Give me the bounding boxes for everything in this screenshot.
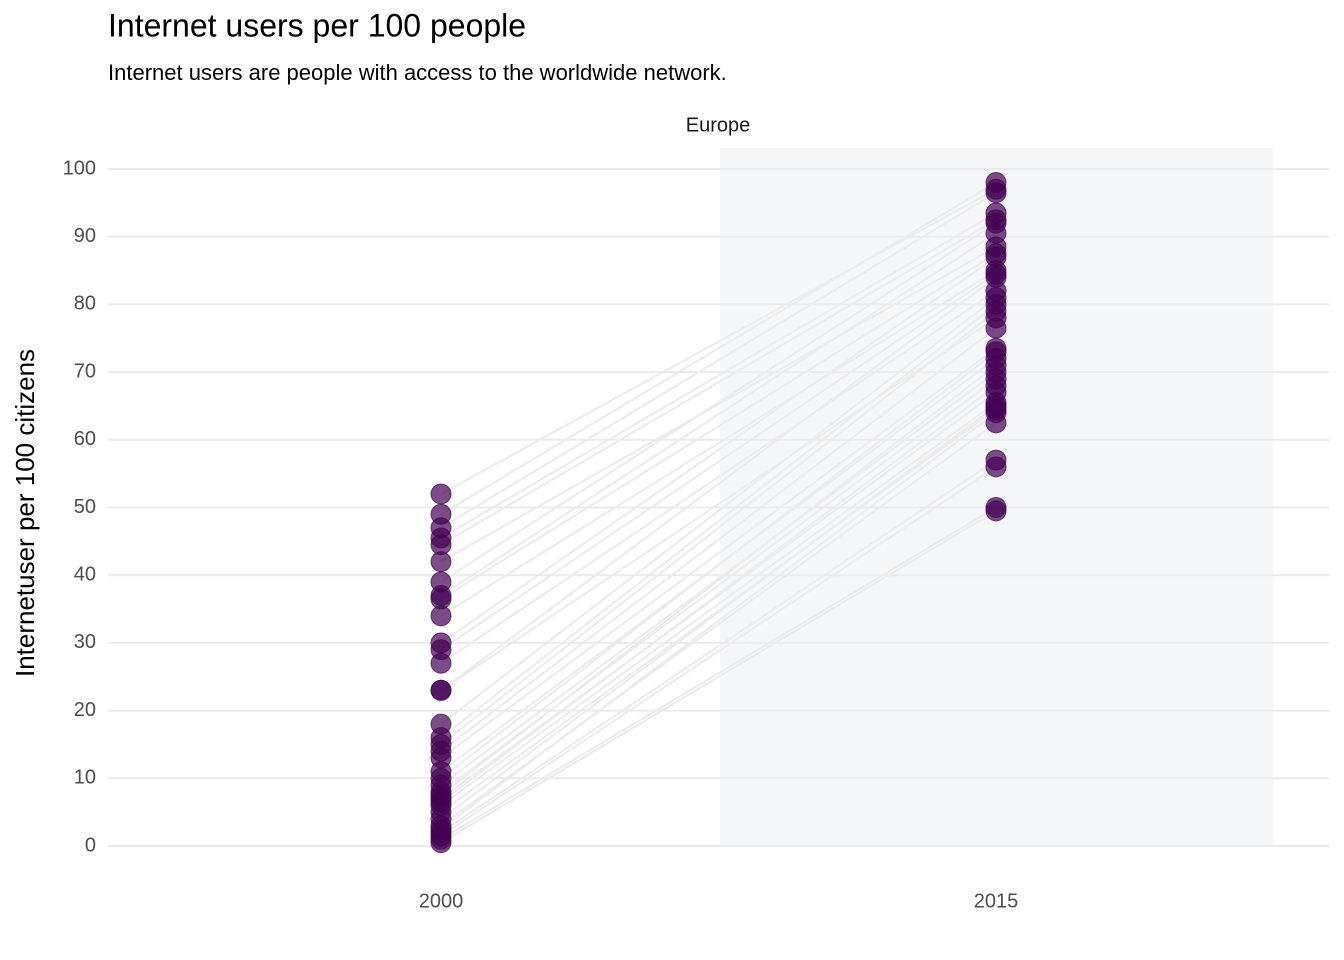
point: [985, 222, 1007, 244]
y-tick-label: 0: [85, 834, 96, 856]
facet-label: Europe: [686, 114, 751, 136]
slope-line: [440, 290, 997, 665]
point: [430, 832, 452, 854]
y-tick-label: 20: [74, 699, 96, 721]
y-tick-label: 80: [74, 293, 96, 315]
slope-line: [440, 276, 997, 692]
slope-line: [440, 212, 997, 539]
slope-line: [440, 188, 997, 495]
slope-line: [440, 384, 997, 803]
slope-line: [440, 181, 997, 516]
slope-line: [440, 296, 997, 725]
slope-line: [440, 269, 997, 617]
slope-line: [440, 222, 997, 583]
slope-line: [440, 459, 997, 834]
x-tick-label: 2015: [974, 890, 1019, 912]
slope-line: [440, 310, 997, 746]
y-tick-label: 70: [74, 360, 96, 382]
slope-line: [440, 252, 997, 600]
slope-line: [440, 273, 997, 651]
y-tick-label: 30: [74, 631, 96, 653]
point: [985, 266, 1007, 288]
y-tick-label: 60: [74, 428, 96, 450]
slope-line: [440, 506, 997, 841]
slope-lines: [440, 181, 997, 844]
y-tick-label: 40: [74, 563, 96, 585]
slope-line: [440, 327, 997, 753]
slope-line: [440, 303, 997, 739]
slope-line: [440, 245, 997, 563]
grid: [108, 168, 1329, 847]
slope-line: [440, 256, 997, 644]
point: [430, 551, 452, 573]
axis-labels: 0 10 20 30 40 50 60 70 80 90 100 2000 2015: [63, 157, 1019, 912]
point: [985, 317, 1007, 339]
point: [430, 679, 452, 701]
slope-line: [440, 364, 997, 797]
slope-line: [440, 191, 997, 529]
point: [430, 652, 452, 674]
slope-line: [440, 347, 997, 759]
points: [430, 172, 1007, 854]
slope-line: [440, 510, 997, 844]
slope-line: [440, 408, 997, 813]
slope-line: [440, 411, 997, 830]
y-axis-title: Internetuser per 100 citizens: [10, 349, 40, 677]
y-tick-label: 50: [74, 496, 96, 518]
x-tick-label: 2000: [419, 890, 464, 912]
slope-line: [440, 405, 997, 820]
chart-title: Internet users per 100 people: [108, 7, 526, 43]
y-tick-label: 100: [63, 157, 96, 179]
slope-line: [440, 401, 997, 807]
point: [985, 402, 1007, 424]
point: [985, 456, 1007, 478]
point: [430, 605, 452, 627]
slope-line: [440, 350, 997, 780]
slope-line: [440, 466, 997, 837]
y-tick-label: 10: [74, 767, 96, 789]
slope-line: [440, 317, 997, 692]
slope-line: [440, 232, 997, 597]
point: [985, 354, 1007, 376]
point: [985, 500, 1007, 522]
point: [430, 483, 452, 505]
y-tick-label: 90: [74, 225, 96, 247]
point: [985, 182, 1007, 204]
chart-subtitle: Internet users are people with access to…: [108, 60, 727, 85]
slope-line: [440, 391, 997, 800]
slope-line: [440, 371, 997, 786]
slope-line: [440, 218, 997, 546]
